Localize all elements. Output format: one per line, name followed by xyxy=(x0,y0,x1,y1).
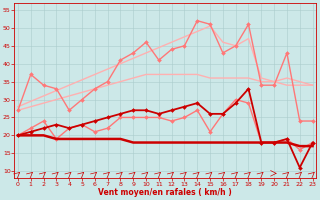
X-axis label: Vent moyen/en rafales ( km/h ): Vent moyen/en rafales ( km/h ) xyxy=(98,188,232,197)
